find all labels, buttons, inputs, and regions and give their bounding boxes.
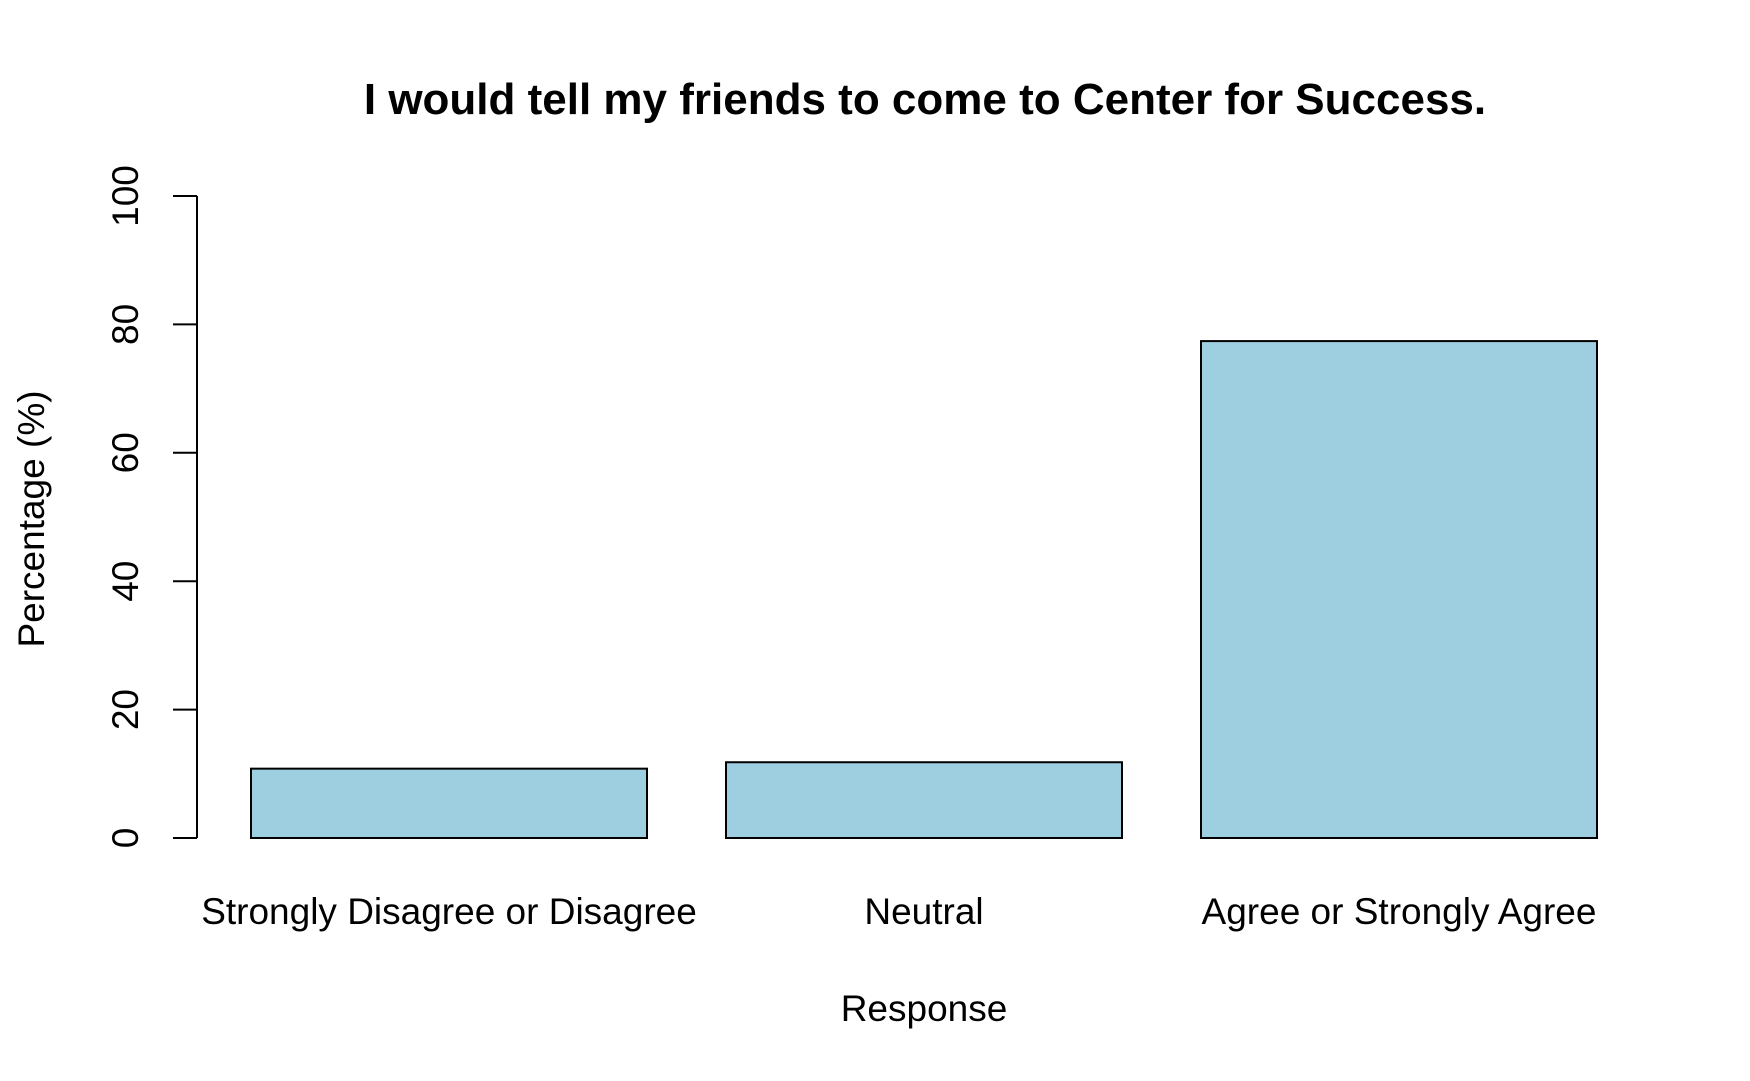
y-tick-label: 100 <box>105 165 146 227</box>
x-category-label: Neutral <box>864 891 983 932</box>
y-axis: 0 20 40 60 80 100 <box>105 165 198 849</box>
bar <box>725 761 1123 840</box>
bar <box>250 767 648 839</box>
bars-group <box>250 340 1598 840</box>
y-tick-label: 60 <box>105 432 146 473</box>
x-category-label: Strongly Disagree or Disagree <box>201 891 697 932</box>
x-category-label: Agree or Strongly Agree <box>1202 891 1597 932</box>
y-tick-label: 40 <box>105 561 146 602</box>
y-tick-label: 20 <box>105 689 146 730</box>
category-labels: Strongly Disagree or Disagree Neutral Agre… <box>201 891 1596 932</box>
bar <box>1200 340 1598 839</box>
chart-title: I would tell my friends to come to Cente… <box>364 75 1486 124</box>
y-tick-label: 80 <box>105 304 146 345</box>
x-axis-label: Response <box>841 988 1008 1029</box>
y-tick-label: 0 <box>105 828 146 849</box>
y-axis-label: Percentage (%) <box>11 390 52 647</box>
